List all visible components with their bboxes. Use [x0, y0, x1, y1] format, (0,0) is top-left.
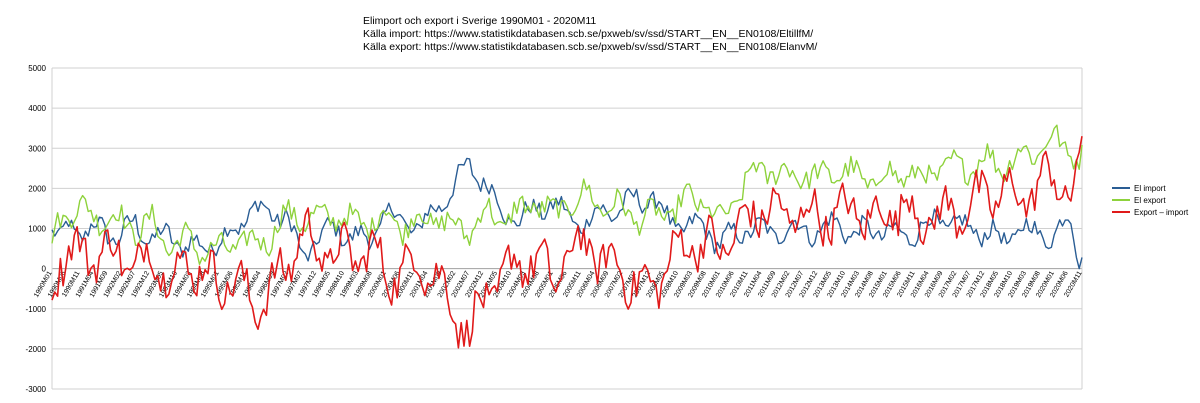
y-tick-label: 1000 [28, 225, 46, 234]
series-line-2 [51, 136, 1083, 349]
chart-title-line-1: Elimport och export i Sverige 1990M01 - … [363, 15, 596, 27]
y-tick-label: 5000 [28, 64, 46, 73]
y-axis: -3000 -2000 -1000 0 1000 2000 3000 4000 5000 [26, 64, 47, 394]
legend-label: El export [1134, 196, 1166, 205]
y-tick-label: -1000 [26, 305, 47, 314]
y-tick-label: 0 [42, 265, 47, 274]
y-tick-label: -3000 [26, 385, 47, 394]
y-tick-label: 4000 [28, 104, 46, 113]
series-line-0 [51, 157, 1083, 270]
legend-label: El import [1134, 184, 1166, 193]
chart-title-line-2: Källa import: https://www.statistikdatab… [363, 28, 813, 40]
y-tick-label: -2000 [26, 345, 47, 354]
plot-area-series [51, 124, 1083, 349]
gridlines [51, 67, 1083, 390]
legend-label: Export – import [1134, 208, 1189, 217]
y-tick-label: 2000 [28, 184, 46, 193]
series-line-1 [51, 124, 1083, 265]
chart-title: Elimport och export i Sverige 1990M01 - … [363, 15, 817, 53]
y-tick-label: 3000 [28, 144, 46, 153]
legend: El import El export Export – import [1112, 184, 1189, 217]
chart-title-line-3: Källa export: https://www.statistikdatab… [363, 41, 817, 53]
